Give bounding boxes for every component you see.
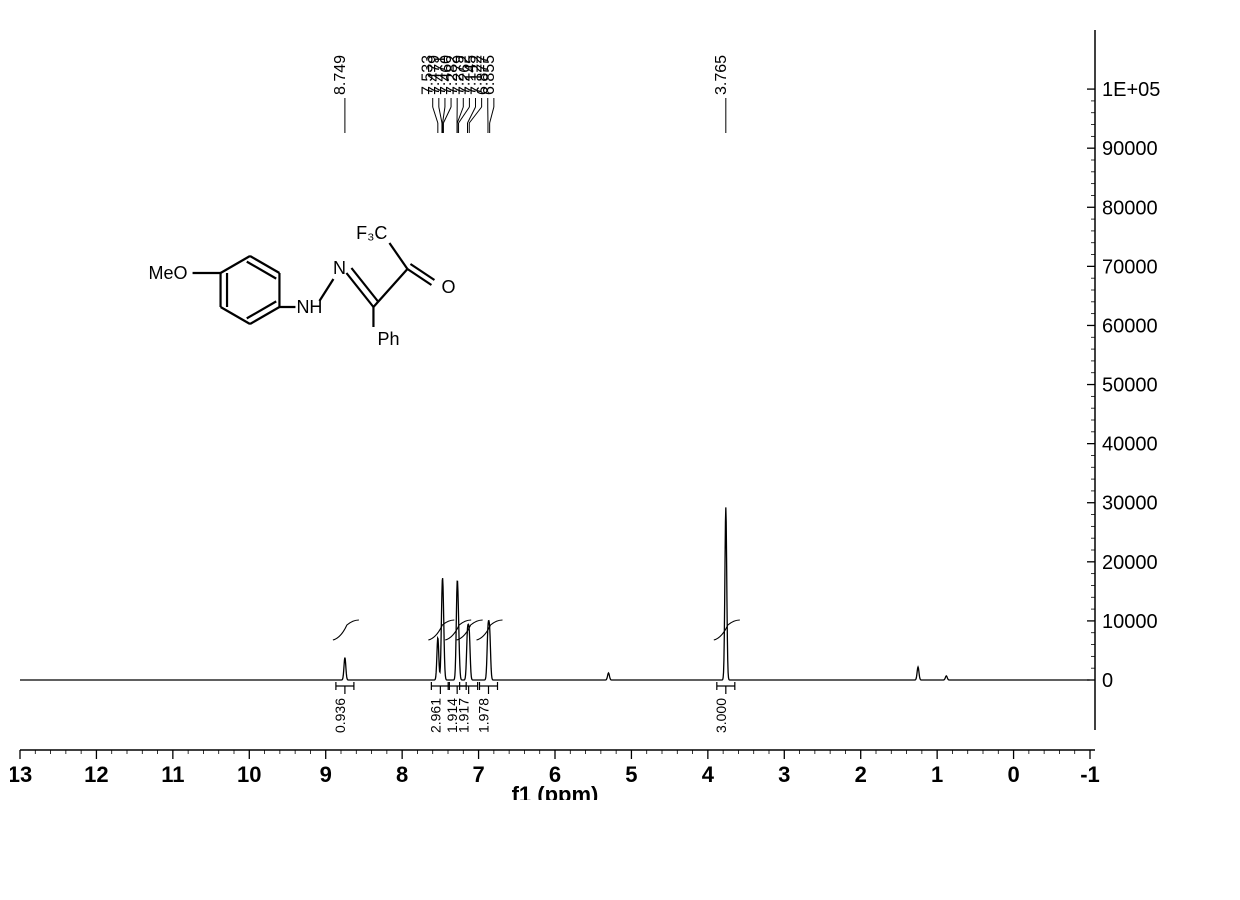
y-tick-label: 0 (1102, 670, 1113, 692)
y-tick-label: 20000 (1102, 552, 1158, 574)
nmr-plot: 0 10000 20000 30000 40000 50000 60000 70000 8000… (10, 20, 1170, 800)
peak-label: 3.765 (713, 55, 730, 95)
molecule-label-meo: MeO (149, 263, 188, 283)
molecule-label-ph: Ph (377, 329, 399, 349)
molecule-label-n: N (333, 258, 346, 278)
nmr-svg: 0 10000 20000 30000 40000 50000 60000 70000 8000… (10, 20, 1170, 800)
peak-label: 6.855 (481, 55, 498, 95)
y-tick-label: 30000 (1102, 493, 1158, 515)
y-tick-label: 80000 (1102, 197, 1158, 219)
molecule-structure: MeO NH N Ph O F₃C (149, 223, 456, 349)
x-tick-label: 10 (237, 762, 261, 787)
y-tick-label: 1E+05 (1102, 79, 1160, 101)
y-tick-label: 70000 (1102, 256, 1158, 278)
integral-label: 1.978 (476, 698, 492, 733)
y-tick-label: 90000 (1102, 138, 1158, 160)
molecule-label-o: O (441, 277, 455, 297)
y-tick-label: 50000 (1102, 375, 1158, 397)
x-tick-label: 1 (931, 762, 943, 787)
x-tick-label: 11 (161, 762, 184, 787)
x-axis-label: f1 (ppm) (512, 782, 599, 800)
integral-label: 1.917 (456, 698, 472, 733)
peak-label: 8.749 (332, 55, 349, 95)
x-tick-label: 0 (1007, 762, 1019, 787)
x-tick-label: 4 (702, 762, 715, 787)
x-tick-label: -1 (1080, 762, 1100, 787)
x-tick-label: 12 (84, 762, 108, 787)
integral-label: 3.000 (713, 698, 729, 733)
molecule-label-f3c: F₃C (356, 223, 387, 243)
x-tick-label: 8 (396, 762, 408, 787)
x-tick-label: 9 (320, 762, 332, 787)
x-tick-label: 3 (778, 762, 790, 787)
y-tick-label: 10000 (1102, 611, 1158, 633)
x-tick-label: 2 (855, 762, 867, 787)
x-tick-label: 5 (625, 762, 637, 787)
molecule-label-nh: NH (296, 297, 322, 317)
spectrum-trace (20, 507, 1090, 680)
y-tick-label: 40000 (1102, 434, 1158, 456)
x-tick-label: 7 (472, 762, 484, 787)
integral-label: 2.961 (427, 698, 443, 733)
integral-label: 0.936 (332, 698, 348, 733)
x-tick-label: 13 (10, 762, 32, 787)
y-tick-label: 60000 (1102, 315, 1158, 337)
